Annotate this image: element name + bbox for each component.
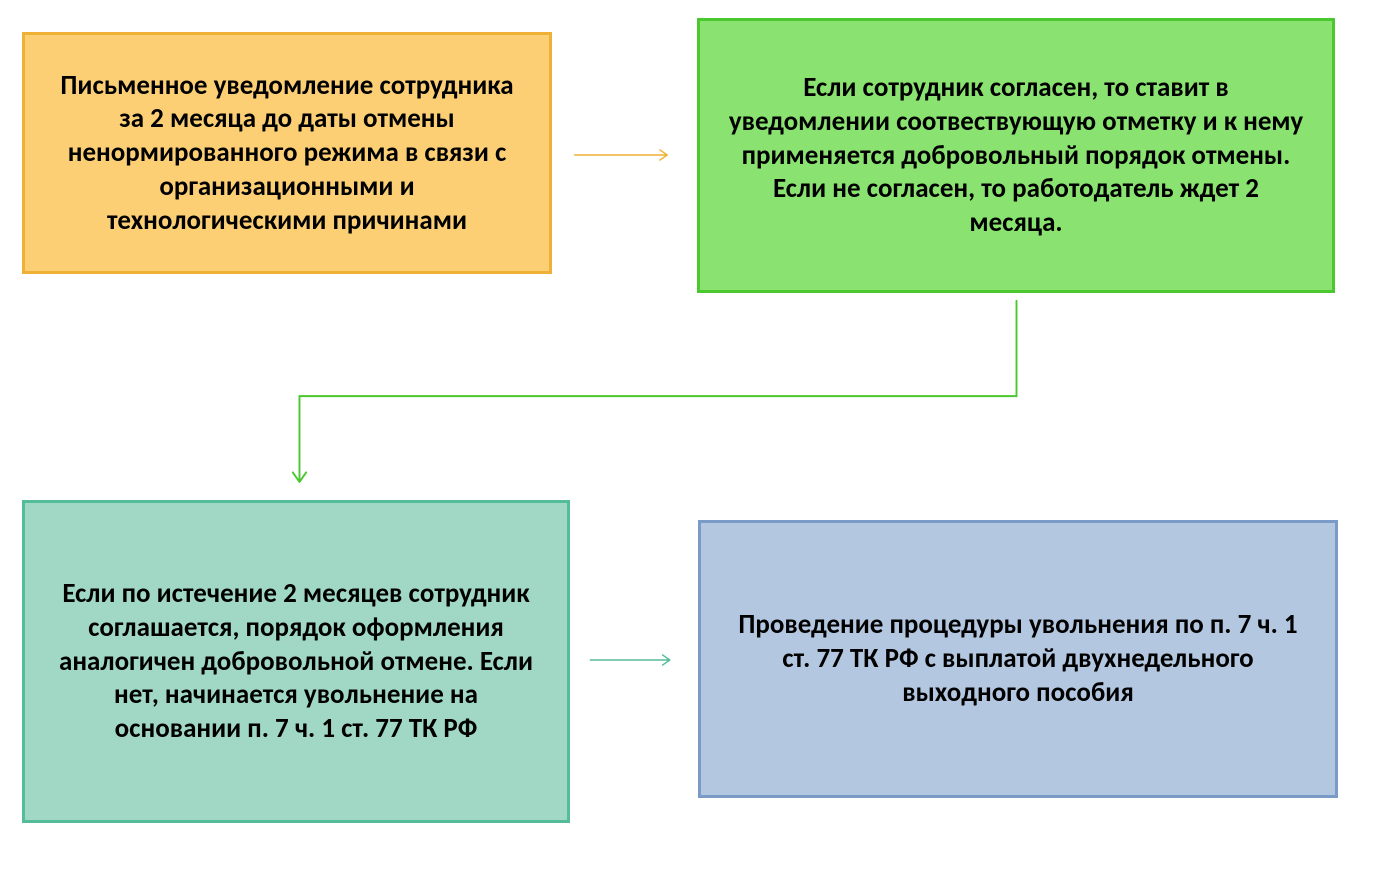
flow-node-text: Если сотрудник согласен, то ставит в уве… [724,71,1308,240]
flow-arrow-3-to-4 [573,647,698,673]
flow-node-outcome: Если по истечение 2 месяцев сотрудник со… [22,500,570,823]
flow-node-notification: Письменное уведомление сотрудника за 2 м… [22,32,552,274]
flow-node-text: Если по истечение 2 месяцев сотрудник со… [49,577,543,746]
flow-node-text: Письменное уведомление сотрудника за 2 м… [49,69,525,238]
flow-arrow-1-to-2 [555,142,697,168]
flow-node-consent: Если сотрудник согласен, то ставит в уве… [697,18,1335,293]
flow-node-text: Проведение процедуры увольнения по п. 7 … [725,608,1311,709]
flow-arrow-2-to-3 [278,296,1038,501]
flow-node-dismissal: Проведение процедуры увольнения по п. 7 … [698,520,1338,798]
